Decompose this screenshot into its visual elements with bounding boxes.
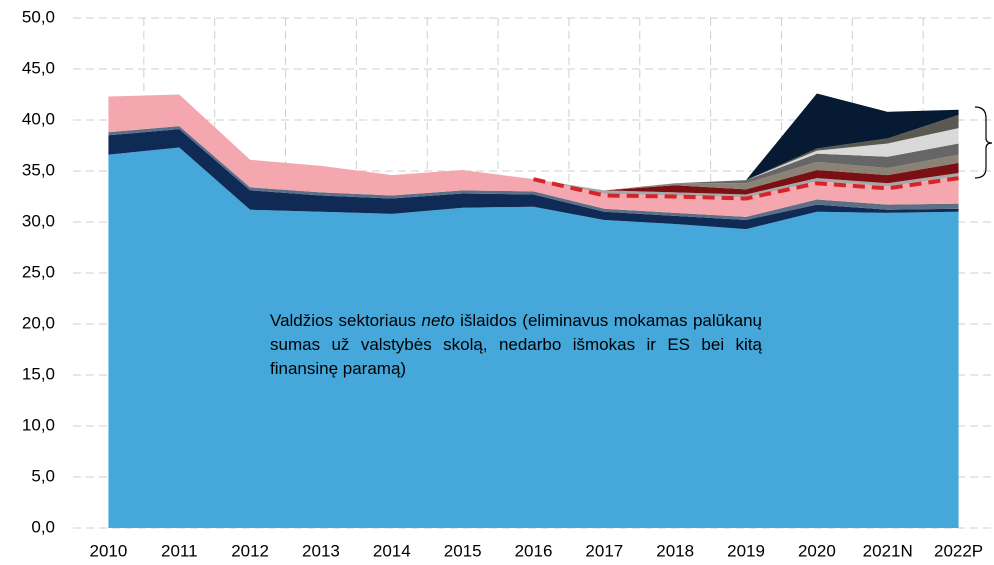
x-tick-label: 2012 (231, 541, 269, 560)
x-tick-label: 2015 (444, 541, 482, 560)
x-tick-label: 2013 (302, 541, 340, 560)
x-tick-label: 2018 (656, 541, 694, 560)
x-tick-label: 2017 (585, 541, 623, 560)
y-tick-label: 25,0 (22, 262, 55, 281)
area (108, 93, 959, 191)
x-tick-label: 2011 (161, 541, 198, 560)
area (108, 129, 959, 230)
x-tick-label: 2022P (934, 541, 983, 560)
y-tick-label: 5,0 (31, 466, 55, 485)
y-tick-label: 0,0 (31, 517, 55, 536)
y-tick-label: 35,0 (22, 160, 55, 179)
y-tick-label: 50,0 (22, 7, 55, 26)
x-tick-label: 2016 (515, 541, 553, 560)
y-tick-label: 20,0 (22, 313, 55, 332)
x-tick-label: 2010 (90, 541, 128, 560)
y-tick-label: 15,0 (22, 364, 55, 383)
annotation-text: išlaidos (eliminavus mokamas palūkanų su… (270, 311, 762, 378)
area (108, 94, 959, 217)
x-tick-label: 2021N (863, 541, 913, 560)
annotation-text: Valdžios sektoriaus (270, 311, 416, 330)
y-tick-label: 40,0 (22, 109, 55, 128)
y-tick-label: 30,0 (22, 211, 55, 230)
area (108, 147, 959, 529)
y-tick-label: 10,0 (22, 415, 55, 434)
x-tick-label: 2019 (727, 541, 765, 560)
annotation-text: neto (421, 311, 455, 330)
dashed-line (533, 176, 959, 201)
bracket (974, 106, 993, 179)
annotation: Valdžios sektoriaus neto išlaidos (elimi… (270, 309, 762, 381)
y-tick-label: 45,0 (22, 58, 55, 77)
x-tick-label: 2020 (798, 541, 836, 560)
x-tick-label: 2014 (373, 541, 411, 560)
